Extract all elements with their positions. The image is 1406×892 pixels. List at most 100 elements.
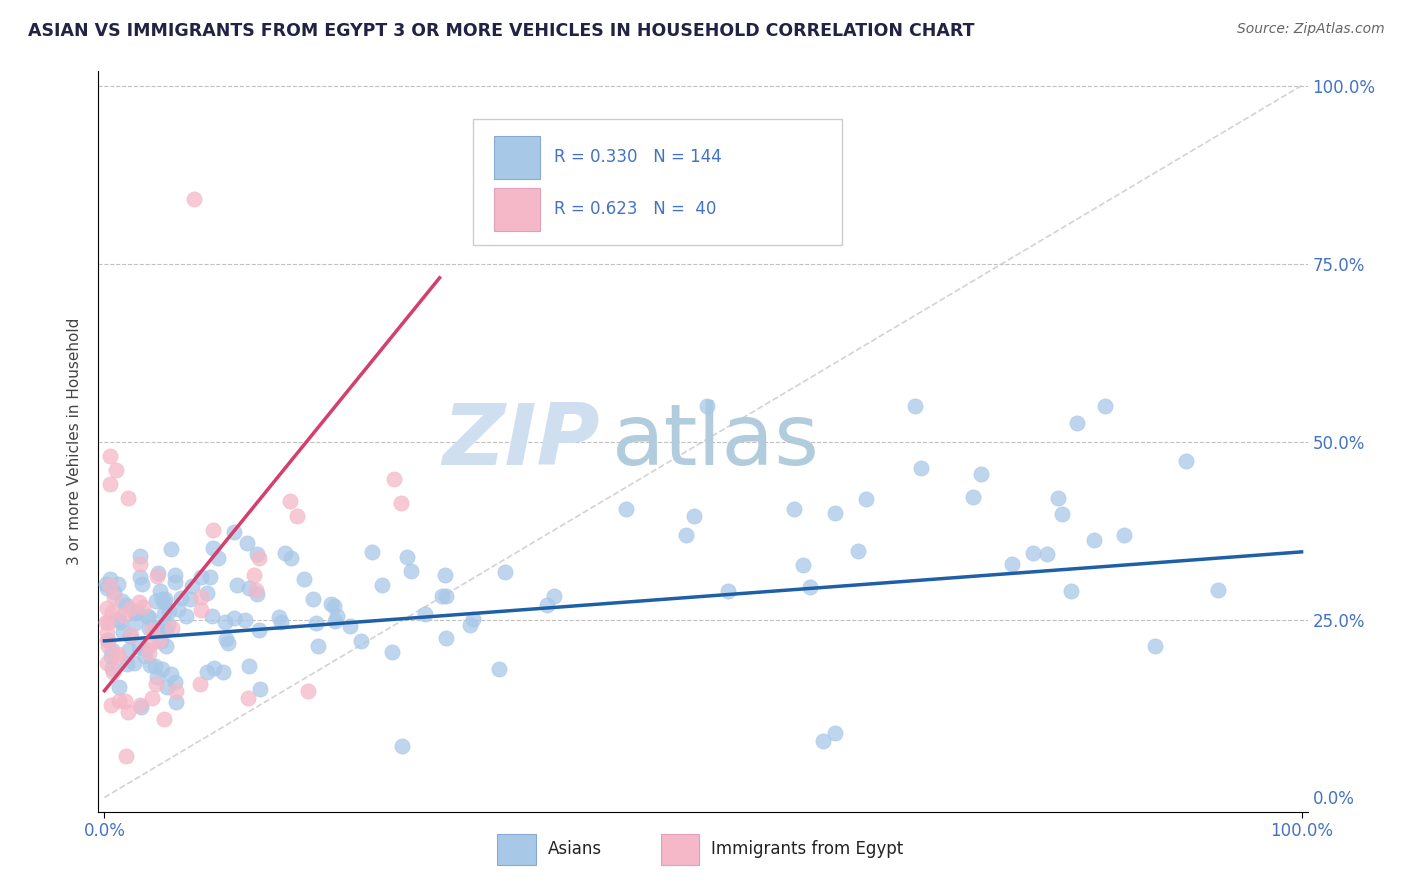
Point bbox=[1143, 640, 1166, 654]
Point bbox=[211, 665, 233, 680]
Point bbox=[202, 661, 225, 675]
Point bbox=[799, 580, 821, 594]
Point bbox=[165, 567, 187, 582]
Point bbox=[107, 577, 129, 591]
Point bbox=[1083, 533, 1105, 548]
Point bbox=[150, 662, 173, 676]
Point bbox=[165, 695, 187, 709]
Point bbox=[120, 629, 142, 643]
Point bbox=[165, 683, 187, 698]
Point bbox=[160, 542, 183, 557]
Point bbox=[824, 506, 846, 520]
Point bbox=[129, 557, 152, 571]
Point bbox=[536, 598, 558, 612]
Point bbox=[124, 615, 146, 630]
Point bbox=[238, 659, 260, 673]
Point bbox=[100, 449, 122, 463]
Point bbox=[434, 568, 457, 582]
Point bbox=[434, 631, 457, 645]
Point bbox=[94, 615, 117, 629]
Point bbox=[141, 690, 163, 705]
Point bbox=[157, 604, 180, 618]
Point bbox=[150, 591, 173, 606]
Point bbox=[201, 608, 224, 623]
Point bbox=[152, 624, 174, 638]
Point bbox=[134, 649, 156, 664]
Point bbox=[783, 501, 806, 516]
Point bbox=[190, 591, 212, 605]
Point bbox=[169, 591, 191, 606]
Point bbox=[100, 477, 122, 491]
Point bbox=[910, 461, 932, 475]
Point bbox=[145, 594, 167, 608]
Point bbox=[165, 674, 187, 689]
FancyBboxPatch shape bbox=[498, 834, 536, 865]
Point bbox=[100, 648, 122, 663]
Point bbox=[145, 676, 167, 690]
Point bbox=[146, 670, 169, 684]
Point bbox=[107, 650, 129, 665]
Point bbox=[614, 501, 637, 516]
Point bbox=[543, 589, 565, 603]
Point bbox=[1112, 528, 1135, 542]
Point bbox=[1066, 416, 1088, 430]
Point bbox=[243, 567, 266, 582]
Point bbox=[179, 592, 201, 607]
Text: R = 0.623   N =  40: R = 0.623 N = 40 bbox=[554, 200, 717, 218]
Point bbox=[128, 640, 150, 654]
Point bbox=[249, 681, 271, 696]
Point bbox=[112, 608, 135, 623]
Point bbox=[1036, 547, 1059, 561]
Point bbox=[155, 680, 177, 694]
Point bbox=[682, 509, 704, 524]
Point bbox=[1022, 546, 1045, 560]
Point bbox=[1052, 508, 1074, 522]
Point bbox=[98, 572, 121, 586]
Point bbox=[287, 508, 309, 523]
Point bbox=[226, 578, 249, 592]
Point bbox=[114, 694, 136, 708]
Point bbox=[380, 645, 402, 659]
Point bbox=[108, 615, 131, 629]
Point bbox=[202, 541, 225, 555]
Point bbox=[371, 577, 394, 591]
Point bbox=[115, 599, 138, 613]
Point bbox=[395, 549, 418, 564]
Point bbox=[152, 595, 174, 609]
Text: ASIAN VS IMMIGRANTS FROM EGYPT 3 OR MORE VEHICLES IN HOUSEHOLD CORRELATION CHART: ASIAN VS IMMIGRANTS FROM EGYPT 3 OR MORE… bbox=[28, 22, 974, 40]
Point bbox=[128, 570, 150, 584]
Point bbox=[117, 657, 139, 671]
Point bbox=[96, 625, 118, 640]
Point bbox=[962, 490, 984, 504]
Point bbox=[100, 698, 122, 712]
Point bbox=[128, 549, 150, 563]
Text: Asians: Asians bbox=[548, 840, 602, 858]
Point bbox=[217, 636, 239, 650]
Point bbox=[434, 590, 457, 604]
Point bbox=[105, 463, 128, 477]
Point bbox=[389, 496, 412, 510]
Point bbox=[145, 621, 167, 635]
Text: atlas: atlas bbox=[613, 400, 820, 483]
Point bbox=[247, 623, 270, 637]
Point bbox=[361, 545, 384, 559]
Point bbox=[149, 583, 172, 598]
Point bbox=[96, 633, 118, 648]
Y-axis label: 3 or more Vehicles in Household: 3 or more Vehicles in Household bbox=[67, 318, 83, 566]
Point bbox=[224, 611, 246, 625]
Point bbox=[848, 544, 870, 558]
Point bbox=[970, 467, 993, 482]
Point bbox=[280, 550, 302, 565]
Point bbox=[323, 599, 346, 613]
Point bbox=[855, 491, 877, 506]
Point bbox=[246, 586, 269, 600]
Point bbox=[494, 565, 516, 579]
Point bbox=[96, 581, 118, 595]
Point bbox=[124, 606, 146, 620]
Point bbox=[139, 658, 162, 673]
Point bbox=[188, 676, 211, 690]
Point bbox=[101, 643, 124, 657]
Point bbox=[101, 665, 124, 680]
Point bbox=[117, 491, 139, 506]
Point bbox=[155, 640, 177, 654]
